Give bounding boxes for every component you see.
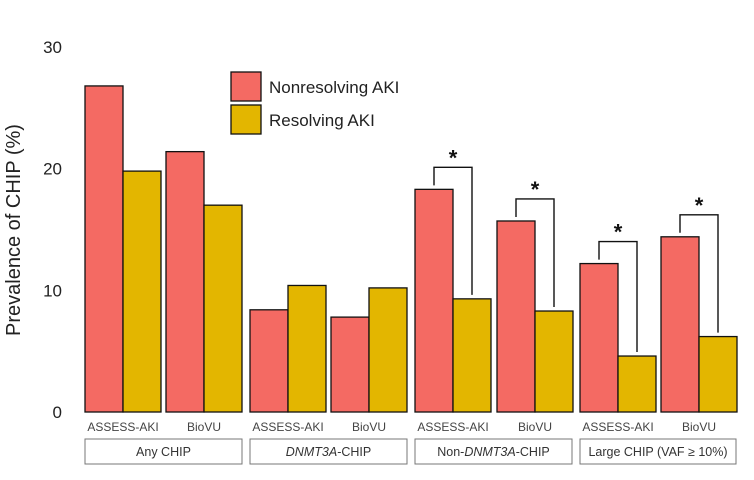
bar-nonresolving (414, 188, 454, 413)
y-tick-label: 10 (43, 281, 62, 300)
x-tick-label: ASSESS-AKI (252, 420, 323, 434)
bar-resolving (617, 355, 657, 413)
group-label: Large CHIP (VAF ≥ 10%) (588, 445, 727, 459)
legend-swatch (230, 104, 262, 135)
bar-nonresolving (660, 236, 700, 413)
x-tick-label: BioVU (682, 420, 716, 434)
x-tick-label: ASSESS-AKI (87, 420, 158, 434)
bar-resolving (698, 335, 738, 413)
group-label-box (84, 438, 243, 465)
x-tick-label: BioVU (187, 420, 221, 434)
bar-resolving (287, 284, 327, 413)
x-tick-label: ASSESS-AKI (417, 420, 488, 434)
significance-bracket (598, 240, 638, 353)
bar-resolving (122, 170, 162, 413)
x-tick-label: BioVU (352, 420, 386, 434)
group-labels: Any CHIP DNMT3A-CHIP Non-DNMT3A-CHIP Large … (84, 438, 737, 465)
significance-star: * (531, 177, 540, 202)
legend-swatch (230, 71, 262, 102)
significance-star: * (695, 193, 704, 218)
significance-bracket (679, 214, 719, 333)
bar-nonresolving (330, 316, 370, 413)
bar-resolving (534, 310, 574, 413)
legend-label: Nonresolving AKI (269, 78, 399, 97)
group-label-box (414, 438, 573, 465)
bar-resolving (452, 298, 492, 413)
group-label: Non-DNMT3A-CHIP (437, 445, 550, 459)
significance-star: * (614, 220, 623, 245)
significance-markers: * * * * (433, 145, 719, 353)
bar-nonresolving (165, 150, 205, 413)
significance-bracket (433, 166, 473, 295)
y-axis-label: Prevalence of CHIP (%) (3, 124, 25, 336)
bar-resolving (203, 204, 243, 413)
legend-label: Resolving AKI (269, 111, 375, 130)
bar-nonresolving (579, 262, 619, 413)
group-label-box (249, 438, 408, 465)
x-axis-labels: ASSESS-AKI BioVU ASSESS-AKI BioVU ASSESS-AKI… (87, 420, 716, 434)
group-label: Any CHIP (136, 445, 191, 459)
group-label: DNMT3A-CHIP (286, 445, 371, 459)
bars (84, 85, 738, 413)
y-tick-label: 20 (43, 160, 62, 179)
y-tick-label: 30 (43, 38, 62, 57)
x-tick-label: BioVU (518, 420, 552, 434)
bar-nonresolving (496, 220, 536, 413)
y-tick-label: 0 (53, 403, 62, 422)
legend: Nonresolving AKI Resolving AKI (230, 71, 399, 135)
significance-bracket (515, 198, 555, 308)
group-label-box (579, 438, 737, 465)
bar-resolving (368, 287, 408, 413)
significance-star: * (449, 145, 458, 170)
bar-nonresolving (84, 85, 124, 413)
x-tick-label: ASSESS-AKI (582, 420, 653, 434)
y-axis: 0 10 20 30 (43, 38, 62, 422)
bar-nonresolving (249, 309, 289, 413)
